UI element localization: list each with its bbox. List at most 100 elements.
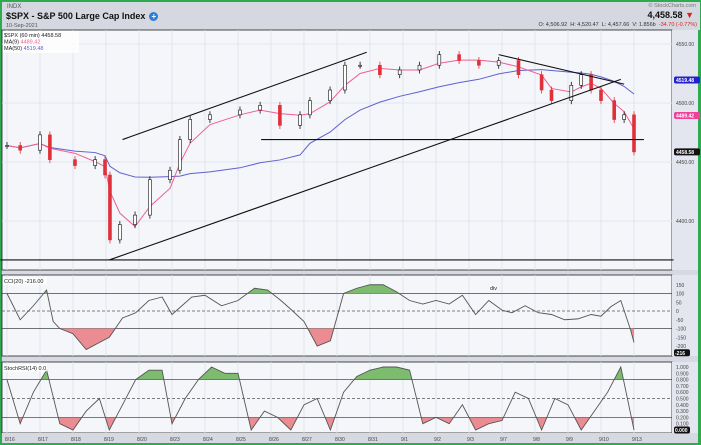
cci-tick-label: 50	[676, 300, 682, 306]
price-tick-label: 4450.00	[676, 160, 694, 166]
cci-oversold-fill	[7, 328, 634, 350]
stochrsi-oversold-fill	[7, 417, 634, 430]
candle-body	[188, 119, 192, 140]
date-tick-label: 9/2	[434, 437, 441, 443]
legend-ma50-value: 4519.48	[24, 46, 44, 52]
date-tick-label: 8/18	[71, 437, 81, 443]
stochrsi-tick-label: 0.300	[676, 409, 689, 415]
date-tick-label: 8/26	[269, 437, 279, 443]
legend-ma50: MA(50) 4519.48	[4, 46, 43, 52]
high-value: H: 4,520.47	[570, 22, 599, 28]
cci-tag-bg	[674, 349, 690, 357]
candle-body	[378, 64, 382, 75]
candle-body	[18, 145, 23, 151]
plus-circle-icon[interactable]: +	[149, 11, 159, 21]
candle-body	[108, 174, 112, 241]
exchange-label: INDX	[7, 4, 22, 10]
change-value: -34.70 (-0.77%)	[658, 22, 697, 28]
last-value: 4,458.58	[647, 10, 683, 20]
stochrsi-tick-label: 0.100	[676, 422, 689, 428]
candle-body	[539, 74, 544, 91]
stochrsi-tag-bg	[674, 426, 690, 434]
ma9-tag: 4489.42	[676, 113, 694, 119]
price-tick-label: 4500.00	[676, 101, 694, 107]
legend-ma50-label: MA(50)	[4, 46, 24, 52]
title-row: $SPX - S&P 500 Large Cap Index +	[6, 11, 159, 21]
candle-body	[73, 159, 77, 166]
date-tick-label: 8/19	[104, 437, 114, 443]
candle-body	[632, 114, 636, 153]
copyright: © StockCharts.com	[648, 3, 696, 9]
cci-legend: CCI(20) -216.00	[4, 279, 43, 285]
trendline	[122, 51, 367, 141]
cci-tick-label: 150	[676, 283, 685, 289]
date-tick-label: 9/8	[533, 437, 540, 443]
stochrsi-tick-label: 0.600	[676, 390, 689, 396]
date-tick-label: 9/1	[401, 437, 408, 443]
candle-body	[208, 114, 212, 120]
date-tick-label: 9/10	[599, 437, 609, 443]
stochrsi-tick-label: 0.700	[676, 384, 689, 390]
last-price: 4,458.58 ▼	[648, 10, 694, 20]
chart-title: $SPX - S&P 500 Large Cap Index	[6, 11, 146, 21]
legend-ma9-label: MA(9)	[4, 40, 21, 46]
candle-body	[457, 54, 461, 61]
div-annotation: div	[490, 286, 497, 292]
candle-body	[298, 114, 302, 126]
date-tick-label: 8/20	[137, 437, 147, 443]
cci-axis-panel	[672, 275, 698, 356]
st-axis-panel	[672, 362, 698, 433]
candle-body	[612, 100, 617, 120]
candle-body	[103, 159, 107, 176]
candle-body	[258, 105, 262, 111]
stochrsi-tick-label: 0.200	[676, 415, 689, 421]
stochrsi-tick-label: 0.900	[676, 371, 689, 377]
ma50-line	[6, 69, 635, 178]
candle-body	[5, 145, 9, 147]
low-value: L: 4,457.66	[601, 22, 630, 28]
triangle-down-icon: ▼	[685, 10, 694, 20]
date-tick-label: 8/17	[38, 437, 48, 443]
chart-date: 10-Sep-2021	[6, 23, 38, 29]
cci-value-tag: -216	[675, 351, 685, 357]
cci-line	[6, 284, 635, 351]
date-tick-label: 9/3	[467, 437, 474, 443]
price-tick-label: 4550.00	[676, 42, 694, 48]
ohlc-readout: O: 4,506.92 H: 4,520.47 L: 4,457.66 V: 1…	[538, 22, 697, 28]
cci-tick-label: 0	[676, 309, 679, 315]
date-tick-label: 8/24	[203, 437, 213, 443]
candle-body	[343, 64, 347, 91]
legend-ma9-value: 4489.42	[21, 40, 41, 46]
chart-header: INDX $SPX - S&P 500 Large Cap Index + 10…	[2, 2, 700, 30]
open-value: O: 4,506.92	[538, 22, 568, 28]
candle-body	[48, 134, 52, 160]
volume-value: V: 1.856b	[632, 22, 656, 28]
ma9-line	[6, 59, 635, 228]
stochrsi-tick-label: 1.000	[676, 365, 689, 371]
candle-body	[238, 109, 242, 116]
candle-body	[308, 100, 312, 116]
date-tick-label: 9/13	[632, 437, 642, 443]
candle-body	[579, 74, 584, 86]
candle-body	[358, 64, 362, 67]
candle-body	[437, 54, 442, 66]
cci-tick-label: -200	[676, 344, 686, 350]
candle-body	[178, 139, 182, 171]
cci-tick-label: -100	[676, 327, 686, 333]
stochrsi-line	[6, 365, 635, 432]
price-tick-label: 4400.00	[676, 219, 694, 225]
stochrsi-tick-label: 0.500	[676, 397, 689, 403]
legend-ma9: MA(9) 4489.42	[4, 40, 40, 46]
candle-body	[477, 60, 481, 66]
candle-body	[417, 64, 422, 71]
cci-tick-label: -50	[676, 318, 683, 324]
candle-body	[569, 85, 574, 101]
date-tick-label: 8/27	[302, 437, 312, 443]
candle-body	[516, 60, 521, 75]
candle-body	[397, 69, 402, 75]
cci-tick-label: -150	[676, 335, 686, 341]
last-price-tag-bg	[674, 148, 700, 156]
candle-body	[278, 105, 282, 126]
candle-body	[496, 60, 501, 66]
